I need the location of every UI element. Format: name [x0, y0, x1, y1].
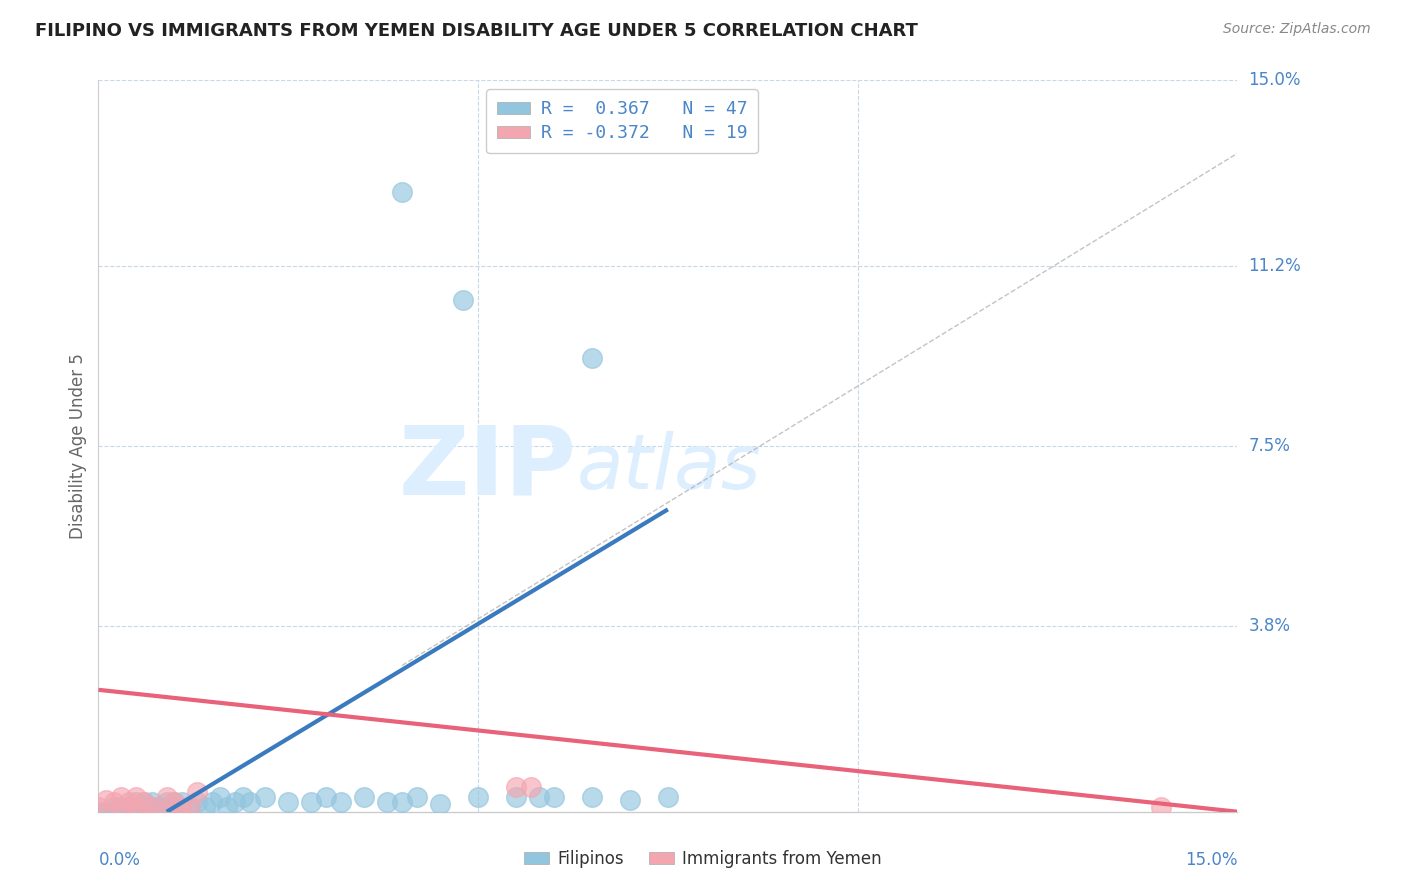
Point	[353, 790, 375, 805]
Text: atlas: atlas	[576, 431, 761, 505]
Point	[239, 795, 262, 809]
Point	[315, 790, 337, 805]
Point	[156, 800, 179, 814]
Text: FILIPINO VS IMMIGRANTS FROM YEMEN DISABILITY AGE UNDER 5 CORRELATION CHART: FILIPINO VS IMMIGRANTS FROM YEMEN DISABI…	[35, 22, 918, 40]
Point	[505, 780, 527, 795]
Text: 3.8%: 3.8%	[1249, 617, 1291, 635]
Point	[125, 795, 148, 809]
Point	[581, 351, 603, 366]
Text: ZIP: ZIP	[399, 421, 576, 515]
Point	[118, 795, 141, 809]
Point	[141, 800, 163, 814]
Point	[125, 790, 148, 805]
Point	[132, 795, 155, 809]
Point	[141, 795, 163, 809]
Text: 15.0%: 15.0%	[1249, 71, 1301, 89]
Point	[201, 795, 224, 809]
Point	[141, 800, 163, 814]
Point	[163, 800, 186, 814]
Point	[375, 795, 398, 809]
Point	[1150, 800, 1173, 814]
Point	[391, 795, 413, 809]
Point	[94, 805, 117, 819]
Point	[429, 797, 451, 812]
Point	[179, 800, 201, 814]
Point	[224, 795, 246, 809]
Point	[194, 800, 217, 814]
Point	[103, 795, 125, 809]
Text: 11.2%: 11.2%	[1249, 257, 1301, 275]
Point	[254, 790, 277, 805]
Point	[391, 186, 413, 200]
Point	[217, 800, 239, 814]
Point	[110, 805, 132, 819]
Point	[87, 805, 110, 819]
Point	[451, 293, 474, 307]
Point	[156, 795, 179, 809]
Point	[110, 790, 132, 805]
Point	[406, 790, 429, 805]
Point	[299, 795, 322, 809]
Point	[186, 785, 208, 799]
Point	[118, 805, 141, 819]
Point	[208, 790, 231, 805]
Point	[657, 790, 679, 805]
Point	[543, 790, 565, 805]
Text: 15.0%: 15.0%	[1185, 851, 1237, 869]
Point	[87, 800, 110, 814]
Point	[110, 800, 132, 814]
Point	[125, 800, 148, 814]
Legend: Filipinos, Immigrants from Yemen: Filipinos, Immigrants from Yemen	[517, 844, 889, 875]
Point	[527, 790, 550, 805]
Point	[103, 800, 125, 814]
Point	[163, 795, 186, 809]
Point	[581, 790, 603, 805]
Point	[132, 795, 155, 809]
Point	[94, 792, 117, 806]
Point	[619, 792, 641, 806]
Point	[186, 795, 208, 809]
Point	[170, 795, 193, 809]
Point	[330, 795, 353, 809]
Point	[148, 800, 170, 814]
Point	[277, 795, 299, 809]
Point	[232, 790, 254, 805]
Point	[520, 780, 543, 795]
Text: Source: ZipAtlas.com: Source: ZipAtlas.com	[1223, 22, 1371, 37]
Point	[118, 800, 141, 814]
Point	[110, 805, 132, 819]
Text: 7.5%: 7.5%	[1249, 437, 1291, 455]
Point	[148, 805, 170, 819]
Point	[163, 795, 186, 809]
Point	[125, 800, 148, 814]
Point	[170, 800, 193, 814]
Point	[132, 800, 155, 814]
Point	[179, 800, 201, 814]
Point	[103, 805, 125, 819]
Point	[467, 790, 489, 805]
Y-axis label: Disability Age Under 5: Disability Age Under 5	[69, 353, 87, 539]
Point	[148, 805, 170, 819]
Point	[156, 790, 179, 805]
Legend: R =  0.367   N = 47, R = -0.372   N = 19: R = 0.367 N = 47, R = -0.372 N = 19	[486, 89, 758, 153]
Point	[505, 790, 527, 805]
Text: 0.0%: 0.0%	[98, 851, 141, 869]
